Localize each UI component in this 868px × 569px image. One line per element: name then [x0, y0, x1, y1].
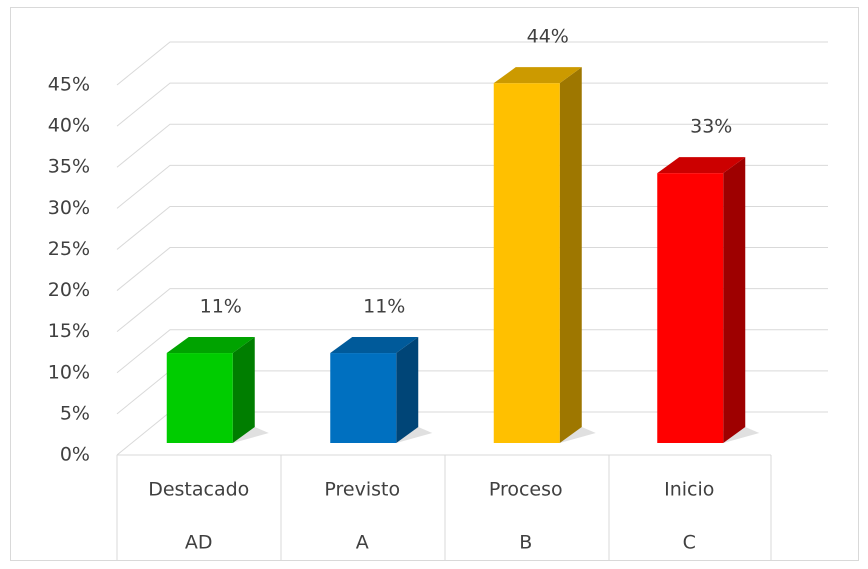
bar-top: [330, 337, 419, 354]
grid-line: [116, 41, 828, 86]
bar: [330, 353, 397, 443]
grid-line: [116, 82, 828, 127]
bar-side: [232, 337, 255, 443]
bar-top: [657, 157, 746, 174]
bar-side: [559, 67, 582, 443]
x-tick-label: Proceso: [489, 479, 563, 501]
x-subtick-label: B: [519, 532, 532, 554]
data-label: 44%: [527, 26, 569, 48]
grid-line: [116, 247, 828, 291]
y-tick-label: 5%: [60, 402, 90, 424]
bar-side: [396, 337, 419, 443]
y-tick-label: 35%: [48, 156, 90, 178]
y-tick-label: 40%: [48, 115, 90, 137]
x-subtick-label: A: [356, 532, 369, 554]
y-tick-label: 0%: [60, 444, 90, 466]
y-tick-label: 30%: [48, 197, 90, 219]
data-label: 33%: [690, 116, 732, 138]
x-tick-label: Destacado: [148, 479, 249, 501]
bar: [493, 83, 560, 443]
grid-line: [116, 164, 828, 209]
bar: [166, 353, 233, 443]
grid-line: [116, 205, 828, 250]
bar: [657, 173, 724, 443]
bar-top: [493, 67, 582, 84]
y-tick-label: 45%: [48, 74, 90, 96]
x-subtick-label: AD: [185, 532, 213, 554]
y-tick-label: 10%: [48, 361, 90, 383]
x-tick-label: Previsto: [324, 479, 400, 501]
bar-top: [166, 337, 255, 354]
grid-line: [116, 329, 828, 374]
y-tick-label: 15%: [48, 320, 90, 342]
data-label: 11%: [363, 296, 405, 318]
grid-line: [116, 123, 828, 168]
bar-side: [723, 157, 746, 443]
y-tick-label: 25%: [48, 238, 90, 260]
data-label: 11%: [200, 296, 242, 318]
x-tick-label: Inicio: [664, 479, 714, 501]
grid-line: [116, 288, 828, 333]
category-axis-box: [116, 455, 772, 560]
x-subtick-label: C: [683, 532, 696, 554]
y-tick-label: 20%: [48, 279, 90, 301]
